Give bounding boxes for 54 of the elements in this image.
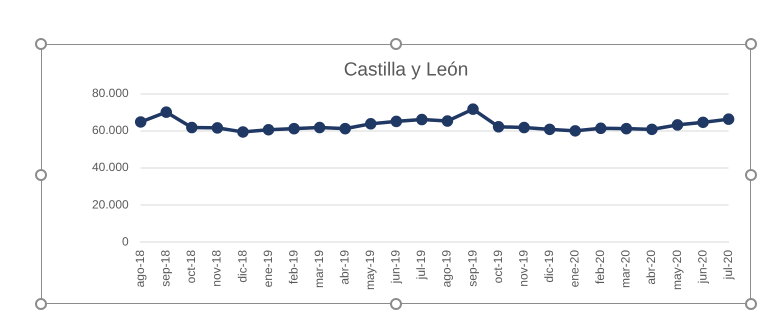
- point: [237, 126, 249, 138]
- x-tick-label: sep-19: [465, 250, 480, 287]
- point: [134, 116, 146, 128]
- x-tick-label: mar-19: [312, 250, 326, 288]
- chart-title: Castilla y León: [344, 60, 468, 81]
- x-tick-label: ago-18: [133, 250, 148, 288]
- y-tick-label: 40.000: [92, 160, 130, 174]
- point: [186, 122, 198, 134]
- x-tick-label: jul-20: [720, 250, 735, 280]
- x-tick-label: nov-18: [210, 250, 224, 287]
- point: [365, 118, 376, 130]
- x-tick-label: mar-20: [618, 250, 633, 288]
- point: [467, 103, 479, 115]
- point: [442, 115, 454, 127]
- x-tick-label: may-19: [363, 250, 378, 290]
- point: [416, 114, 428, 126]
- x-tick-label: sep-18: [158, 250, 173, 287]
- point: [722, 113, 734, 125]
- point: [212, 122, 224, 134]
- point: [288, 122, 300, 134]
- x-tick-label: feb-20: [593, 250, 608, 284]
- x-tick-label: oct-19: [490, 250, 505, 284]
- y-tick-label: 20.000: [92, 197, 130, 212]
- y-tick-label: 60.000: [92, 123, 130, 138]
- point: [646, 124, 658, 136]
- x-tick-label: dic-18: [235, 250, 250, 283]
- point: [620, 122, 632, 134]
- x-tick-label: jun-19: [388, 250, 403, 284]
- x-tick-label: may-20: [670, 250, 684, 290]
- x-tick-label: ene-20: [568, 250, 582, 288]
- x-tick-label: jul-19: [414, 250, 428, 280]
- point: [339, 122, 351, 134]
- point: [262, 124, 274, 136]
- y-tick-label: 0: [122, 234, 130, 248]
- point: [492, 121, 504, 133]
- x-tick-label: ago-19: [440, 250, 454, 288]
- point: [697, 116, 709, 128]
- point: [569, 125, 581, 137]
- point: [672, 119, 684, 131]
- x-tick-label: oct-18: [184, 250, 198, 284]
- x-tick-label: ene-19: [260, 250, 275, 288]
- y-tick-label: 80.000: [92, 86, 130, 100]
- point: [160, 106, 172, 118]
- point: [544, 124, 556, 136]
- point: [314, 122, 326, 134]
- x-tick-label: dic-19: [542, 250, 556, 283]
- x-tick-label: abr-20: [644, 250, 658, 285]
- point: [390, 116, 402, 128]
- x-tick-label: jun-20: [695, 250, 710, 284]
- x-tick-label: abr-19: [338, 250, 352, 285]
- point: [518, 122, 530, 134]
- point: [595, 122, 607, 134]
- x-tick-label: nov-19: [516, 250, 530, 287]
- x-tick-label: feb-19: [286, 250, 300, 284]
